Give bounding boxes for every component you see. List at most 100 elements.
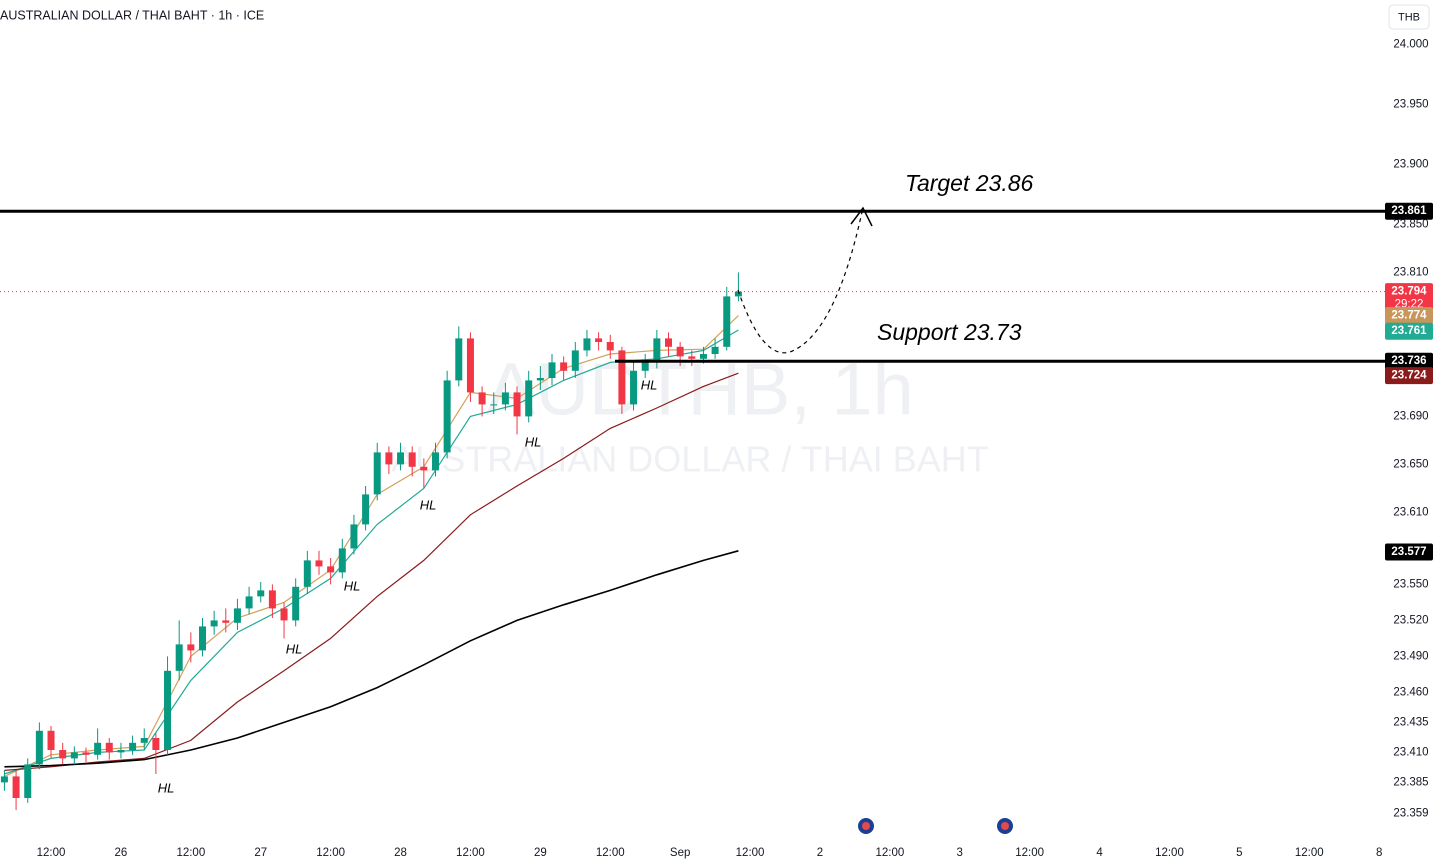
candle-body <box>501 392 509 405</box>
candle-body <box>94 742 102 755</box>
candle-body <box>443 380 451 453</box>
candle-body <box>583 338 591 351</box>
y-tick-label: 23.410 <box>1393 746 1428 758</box>
candle-body <box>210 620 218 627</box>
candle-body <box>129 742 137 750</box>
candle-body <box>723 296 731 347</box>
candle-body <box>280 608 288 621</box>
y-tick-label: 23.359 <box>1393 808 1428 820</box>
candle-body <box>187 644 195 651</box>
hl-label: HL <box>344 578 361 593</box>
candle-body <box>35 730 43 765</box>
x-tick-label: 3 <box>957 847 963 859</box>
x-tick-label: 12:00 <box>875 847 904 859</box>
y-tick-label: 23.900 <box>1393 158 1428 170</box>
candle-body <box>490 404 498 406</box>
y-tick-label: 23.550 <box>1393 578 1428 590</box>
candle-body <box>676 346 684 357</box>
candle-body <box>59 750 67 759</box>
chart-title: AUSTRALIAN DOLLAR / THAI BAHT · 1h · ICE <box>0 8 264 22</box>
candle-body <box>82 752 90 755</box>
candle-body <box>665 338 673 347</box>
x-tick-label: 5 <box>1236 847 1242 859</box>
y-tick-label: 23.435 <box>1393 716 1428 728</box>
price-badge-label: 23.861 <box>1391 205 1427 217</box>
watermark-subtitle: AUSTRALIAN DOLLAR / THAI BAHT <box>391 439 988 480</box>
candle-body <box>385 452 393 465</box>
candle-body <box>699 354 707 359</box>
price-badge <box>1385 283 1433 312</box>
candle-body <box>303 560 311 587</box>
candle-body <box>117 750 125 753</box>
x-tick-label: 28 <box>394 847 407 859</box>
hl-label: HL <box>641 377 658 392</box>
x-tick-label: 12:00 <box>596 847 625 859</box>
price-badge-label: 23.761 <box>1391 325 1427 337</box>
x-tick-label: 27 <box>254 847 267 859</box>
candle-body <box>105 742 113 753</box>
candle-body <box>152 738 160 750</box>
candle-body <box>513 392 521 417</box>
projection-path <box>737 211 863 354</box>
candle-body <box>734 291 742 297</box>
x-tick-label: 12:00 <box>1295 847 1324 859</box>
y-tick-label: 23.850 <box>1393 218 1428 230</box>
candle-body <box>257 590 265 597</box>
candle-body <box>397 452 405 465</box>
event-flag[interactable] <box>995 816 1015 836</box>
y-tick-label: 23.810 <box>1393 266 1428 278</box>
price-badge <box>1385 367 1433 385</box>
x-tick-label: 12:00 <box>176 847 205 859</box>
candle-body <box>164 670 172 750</box>
price-badge-label: 23.724 <box>1391 370 1427 382</box>
candle-body <box>233 608 241 623</box>
candle-body <box>711 346 719 354</box>
candle-body <box>245 596 253 609</box>
candle-body <box>560 362 568 371</box>
candle-body <box>292 586 300 621</box>
event-flag[interactable] <box>856 816 876 836</box>
price-badge <box>1385 352 1433 370</box>
x-tick-label: 12:00 <box>1155 847 1184 859</box>
candle-body <box>350 524 358 549</box>
candle-body <box>24 764 32 798</box>
y-tick-label: 23.610 <box>1393 506 1428 518</box>
y-tick-label: 23.520 <box>1393 614 1428 626</box>
price-badge <box>1385 322 1433 340</box>
plot-area <box>0 272 742 810</box>
support-annotation: Support 23.73 <box>877 319 1022 345</box>
y-tick-label: 23.385 <box>1393 776 1428 788</box>
price-badge <box>1385 307 1433 325</box>
price-badge-label: 23.736 <box>1391 355 1426 367</box>
y-tick-label: 23.690 <box>1393 410 1428 422</box>
candle-body <box>618 350 626 405</box>
candle-body <box>525 380 533 417</box>
candle-body <box>12 776 20 798</box>
y-tick-label: 23.650 <box>1393 458 1428 470</box>
candle-body <box>688 356 696 359</box>
price-badge <box>1385 543 1433 561</box>
candle-body <box>571 350 579 371</box>
candle-body <box>641 362 649 371</box>
candle-body <box>198 626 206 651</box>
hl-label: HL <box>420 497 437 512</box>
candle-body <box>653 338 661 363</box>
candle-body <box>408 452 416 467</box>
candle-body <box>268 590 276 609</box>
currency-button-label[interactable]: THB <box>1398 11 1420 23</box>
candle-body <box>315 560 323 567</box>
x-tick-label: 29 <box>534 847 547 859</box>
x-tick-label: 26 <box>115 847 128 859</box>
candle-body <box>466 338 474 393</box>
candle-body <box>595 338 603 342</box>
candle-body <box>548 362 556 378</box>
currency-button[interactable] <box>1388 4 1430 30</box>
candle-body <box>362 494 370 525</box>
projection-arrowhead <box>850 206 873 227</box>
moving-average-line <box>4 550 739 768</box>
moving-average-line <box>4 372 739 771</box>
price-badge-label: 23.774 <box>1391 310 1427 322</box>
target-annotation: Target 23.86 <box>905 170 1034 196</box>
candle-body <box>373 452 381 495</box>
